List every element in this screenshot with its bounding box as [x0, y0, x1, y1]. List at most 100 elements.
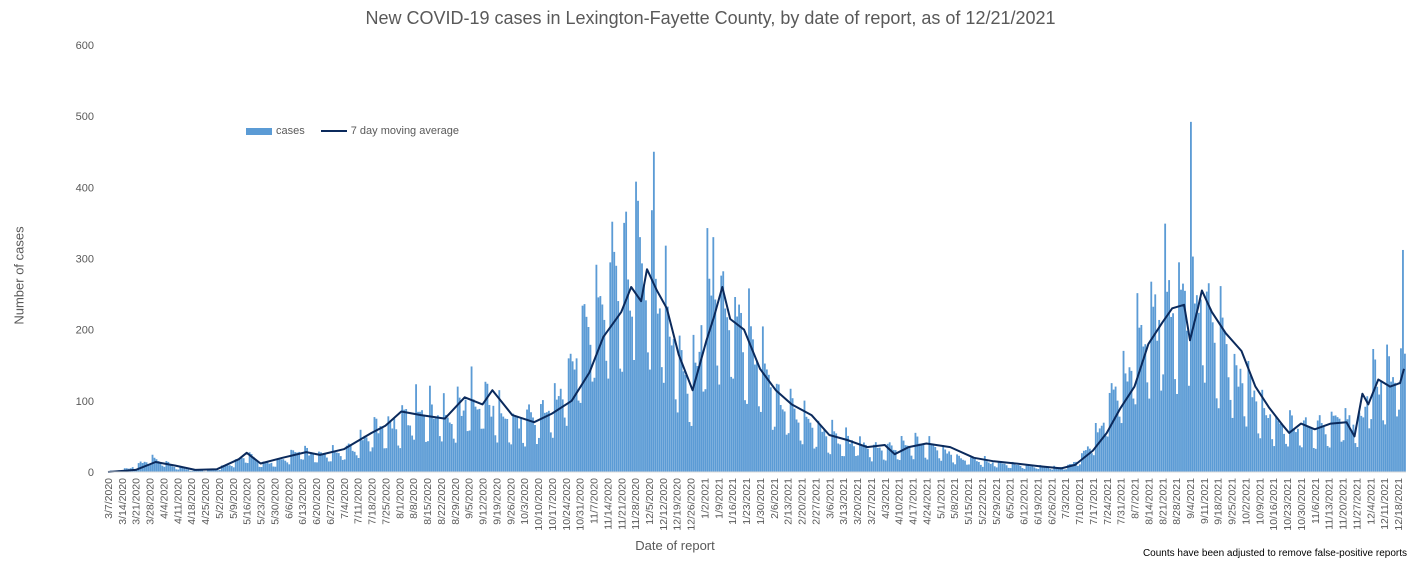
bar-cases — [516, 416, 519, 472]
x-tick-label: 12/4/2021 — [1365, 478, 1377, 525]
bar-cases — [1124, 373, 1127, 472]
x-tick-label: 9/5/2020 — [464, 478, 476, 519]
bar-cases — [1394, 382, 1396, 472]
bar-cases — [216, 470, 219, 472]
bar-cases — [524, 446, 526, 472]
bar-cases — [1075, 461, 1077, 472]
bar-cases — [183, 468, 186, 472]
x-tick-label: 5/1/2021 — [935, 478, 947, 519]
bar-cases — [966, 464, 968, 472]
bar-cases — [1265, 415, 1268, 472]
bar-cases — [811, 427, 814, 472]
x-tick-label: 11/28/2020 — [630, 478, 642, 530]
bar-cases — [379, 426, 382, 472]
bar-cases — [195, 469, 198, 472]
bar-cases — [857, 455, 859, 472]
bar-cases — [361, 440, 364, 472]
bar-cases — [973, 458, 976, 472]
x-tick-label: 10/17/2020 — [547, 478, 559, 531]
x-tick-label: 6/5/2021 — [1005, 478, 1017, 519]
bar-cases — [1126, 381, 1129, 472]
bar-cases — [316, 462, 318, 472]
bar-cases — [734, 297, 737, 472]
bar-cases — [387, 416, 390, 472]
x-tick-label: 5/8/2021 — [949, 478, 961, 519]
bar-cases — [159, 462, 162, 472]
bar-cases — [1154, 294, 1157, 472]
x-tick-label: 5/29/2021 — [991, 478, 1003, 525]
bar-cases — [868, 457, 871, 472]
bar-cases — [448, 422, 451, 472]
bar-cases — [1166, 291, 1169, 472]
bar-cases — [1197, 312, 1200, 472]
bar-cases — [674, 399, 677, 472]
bar-cases — [748, 288, 750, 472]
bar-cases — [575, 358, 578, 472]
x-tick-label: 8/15/2020 — [422, 478, 434, 525]
bar-cases — [244, 462, 247, 472]
bar-cases — [224, 464, 227, 472]
bar-cases — [843, 456, 846, 472]
bar-cases — [1257, 433, 1260, 472]
bar-cases — [286, 462, 289, 472]
x-tick-label: 10/16/2021 — [1268, 478, 1280, 531]
bar-cases — [680, 350, 683, 472]
bar-cases — [397, 445, 400, 472]
x-tick-label: 4/25/2020 — [200, 478, 212, 525]
x-tick-label: 12/12/2020 — [658, 478, 670, 531]
bar-cases — [1231, 417, 1234, 472]
bar-cases — [1172, 313, 1174, 472]
bar-cases — [1229, 399, 1232, 472]
bar-cases — [894, 450, 897, 472]
bar-cases — [1021, 467, 1024, 472]
bar-cases — [385, 448, 388, 472]
bar-cases — [1336, 417, 1339, 472]
bar-cases — [1253, 390, 1256, 472]
bar-cases — [1193, 303, 1196, 472]
bar-cases — [567, 358, 570, 472]
bar-cases — [613, 251, 616, 472]
bar-cases — [1156, 340, 1159, 472]
y-tick-label: 400 — [76, 182, 94, 194]
bar-cases — [716, 365, 719, 472]
bar-cases — [450, 424, 453, 472]
bar-cases — [238, 458, 241, 472]
bar-cases — [343, 459, 346, 472]
x-tick-label: 8/1/2020 — [394, 478, 406, 519]
bar-cases — [728, 330, 731, 472]
bar-cases — [1251, 397, 1254, 472]
bar-cases — [1110, 383, 1113, 472]
x-tick-label: 9/4/2021 — [1185, 478, 1197, 519]
bar-cases — [1029, 466, 1032, 472]
bar-cases — [1306, 426, 1309, 472]
bar-cases — [167, 461, 170, 472]
bar-cases — [946, 453, 949, 472]
bar-cases — [1049, 469, 1052, 472]
x-tick-label: 12/11/2021 — [1379, 478, 1391, 530]
bar-cases — [819, 424, 822, 472]
bar-cases — [940, 460, 943, 472]
bar-cases — [393, 418, 396, 472]
x-tick-label: 3/28/2020 — [145, 478, 157, 525]
bar-cases — [964, 460, 966, 472]
bar-cases — [623, 222, 626, 472]
bar-cases — [1354, 443, 1357, 472]
bar-cases — [726, 317, 729, 472]
bar-cases — [452, 438, 455, 472]
bar-cases — [1239, 368, 1242, 472]
bar-cases — [1190, 121, 1192, 473]
bar-cases — [872, 444, 875, 472]
bar-cases — [666, 306, 669, 472]
y-tick-label: 100 — [76, 396, 94, 408]
bar-cases — [591, 381, 594, 472]
bar-cases — [1227, 377, 1230, 472]
bar-cases — [1255, 401, 1258, 472]
x-tick-label: 2/6/2021 — [769, 478, 781, 519]
x-tick-label: 7/17/2021 — [1088, 478, 1100, 525]
bar-cases — [1332, 415, 1335, 472]
bar-cases — [1219, 286, 1222, 472]
bar-cases — [920, 444, 923, 472]
bar-cases — [609, 262, 612, 472]
bar-cases — [1073, 461, 1075, 472]
bar-cases — [284, 460, 287, 472]
